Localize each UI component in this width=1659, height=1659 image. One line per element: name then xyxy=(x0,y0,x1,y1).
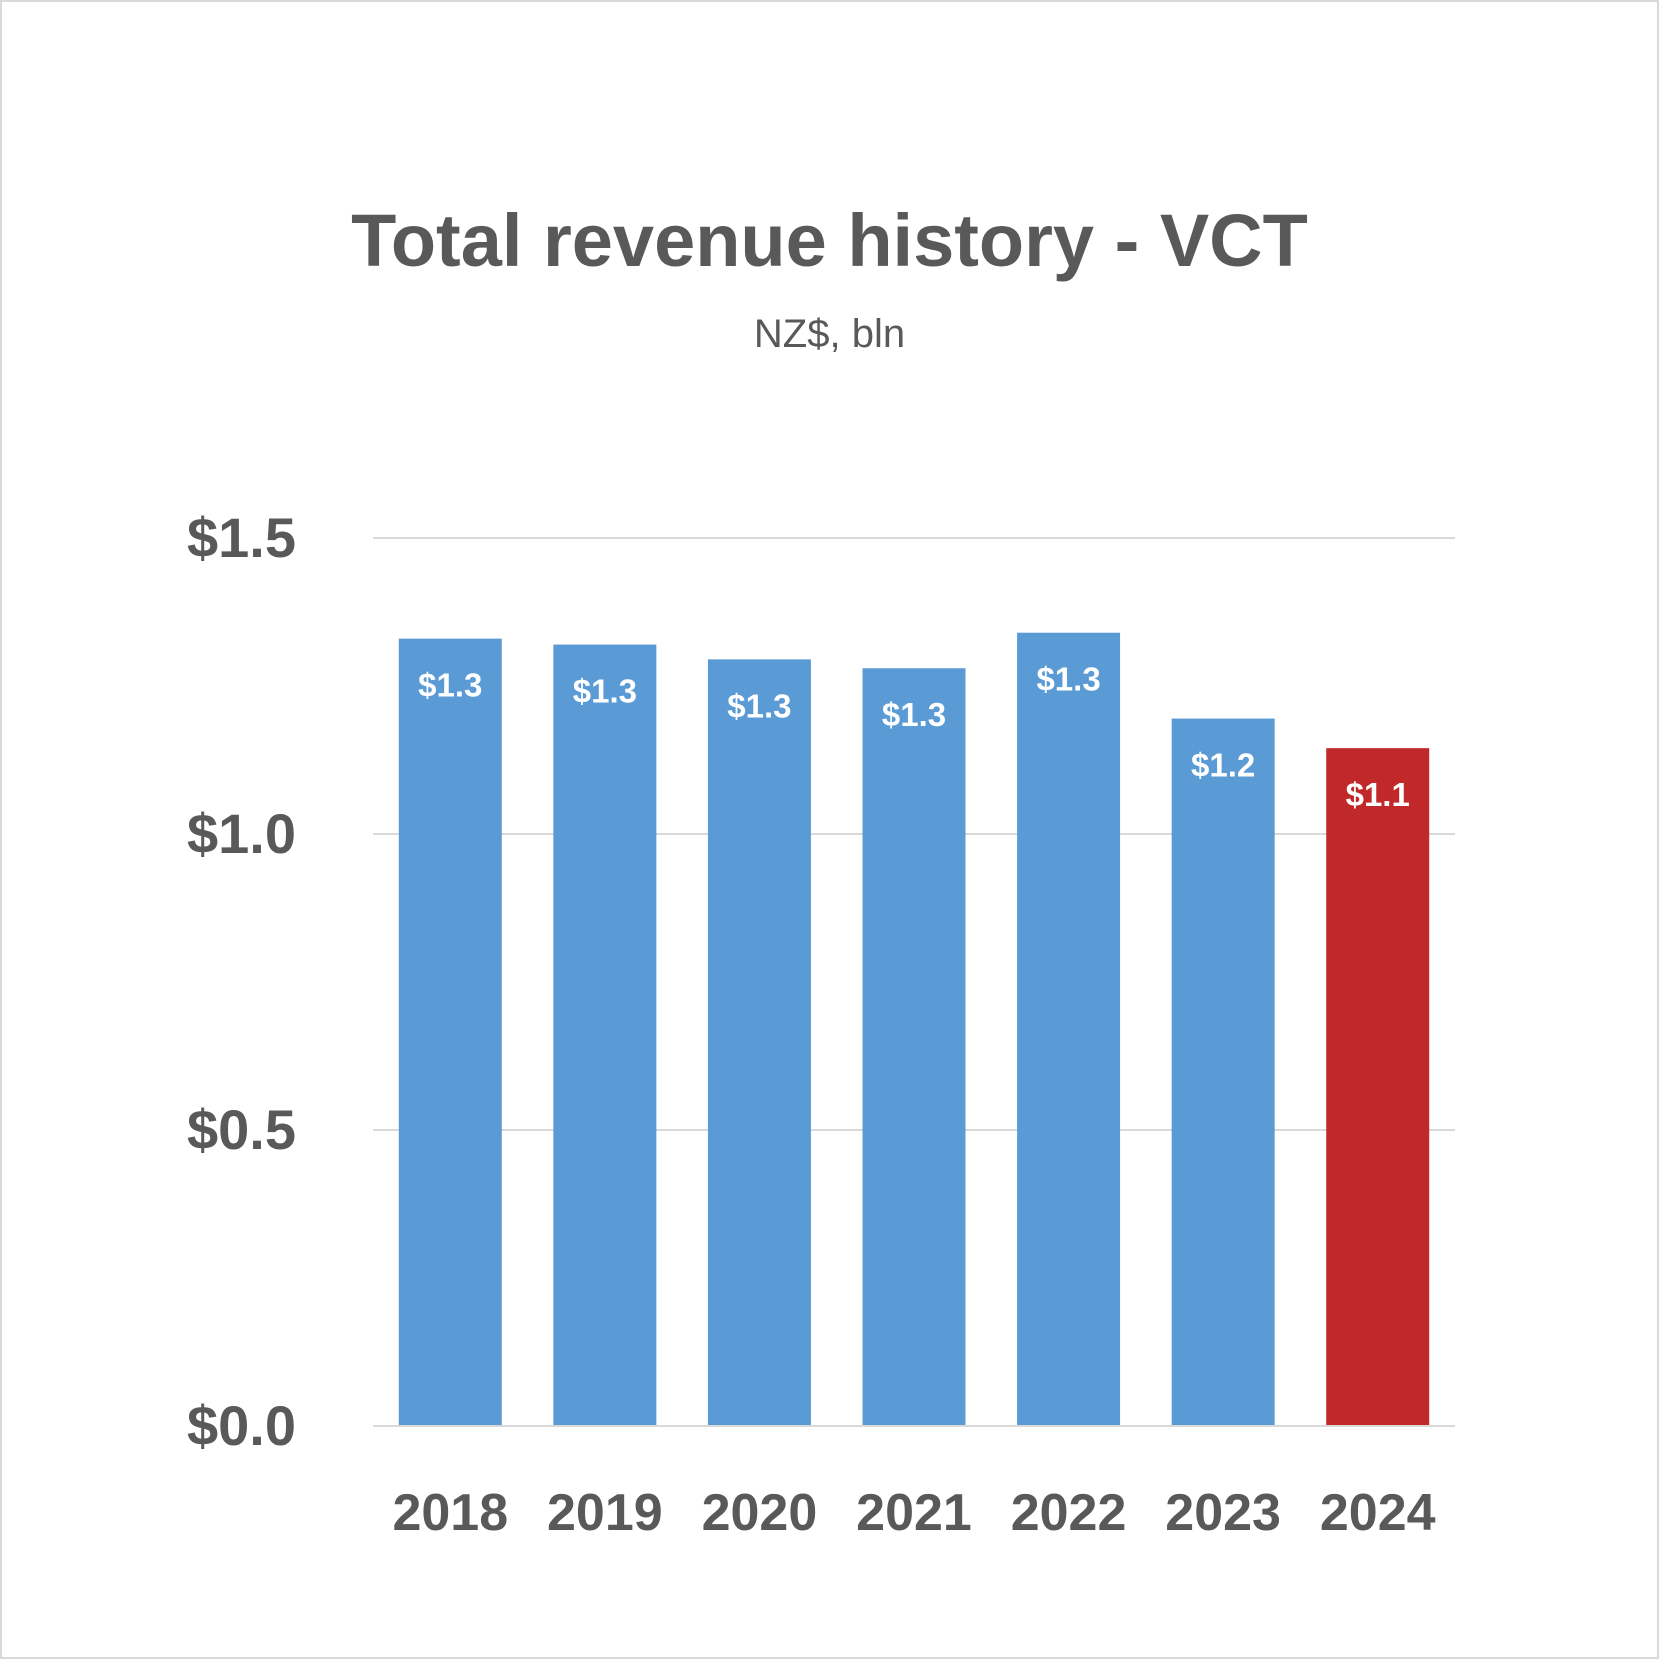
bar xyxy=(862,668,966,1426)
x-axis-ticks: 2018 2019 2020 2021 2022 2023 2024 xyxy=(392,1484,1435,1542)
bar xyxy=(553,644,657,1426)
data-label: $1.1 xyxy=(1346,776,1410,813)
chart-title: Total revenue history - VCT xyxy=(351,199,1308,282)
data-label: $1.3 xyxy=(573,673,637,710)
data-label: $1.2 xyxy=(1191,747,1255,784)
bars xyxy=(373,632,1455,1427)
bar xyxy=(1017,632,1121,1426)
bar xyxy=(1171,718,1275,1426)
y-tick-label: $1.5 xyxy=(187,506,296,569)
x-tick-label: 2023 xyxy=(1165,1484,1281,1542)
y-tick-label: $0.0 xyxy=(187,1394,296,1457)
x-tick-label: 2018 xyxy=(392,1484,508,1542)
x-tick-label: 2019 xyxy=(547,1484,663,1542)
x-tick-label: 2020 xyxy=(702,1484,818,1542)
bar xyxy=(398,638,502,1426)
data-labels: $1.3 $1.3 $1.3 $1.3 $1.3 $1.2 $1.1 xyxy=(418,661,1410,813)
data-label: $1.3 xyxy=(418,667,482,704)
x-tick-label: 2022 xyxy=(1011,1484,1127,1542)
chart-subtitle: NZ$, bln xyxy=(753,312,906,356)
data-label: $1.3 xyxy=(882,696,946,733)
bar xyxy=(1326,748,1430,1426)
y-tick-label: $0.5 xyxy=(187,1098,296,1161)
x-tick-label: 2021 xyxy=(856,1484,972,1542)
y-tick-label: $1.0 xyxy=(187,802,296,865)
bar xyxy=(707,659,811,1426)
data-label: $1.3 xyxy=(1036,661,1100,698)
data-label: $1.3 xyxy=(727,687,791,724)
x-tick-label: 2024 xyxy=(1320,1484,1436,1542)
y-axis-ticks: $0.0 $0.5 $1.0 $1.5 xyxy=(187,506,296,1457)
